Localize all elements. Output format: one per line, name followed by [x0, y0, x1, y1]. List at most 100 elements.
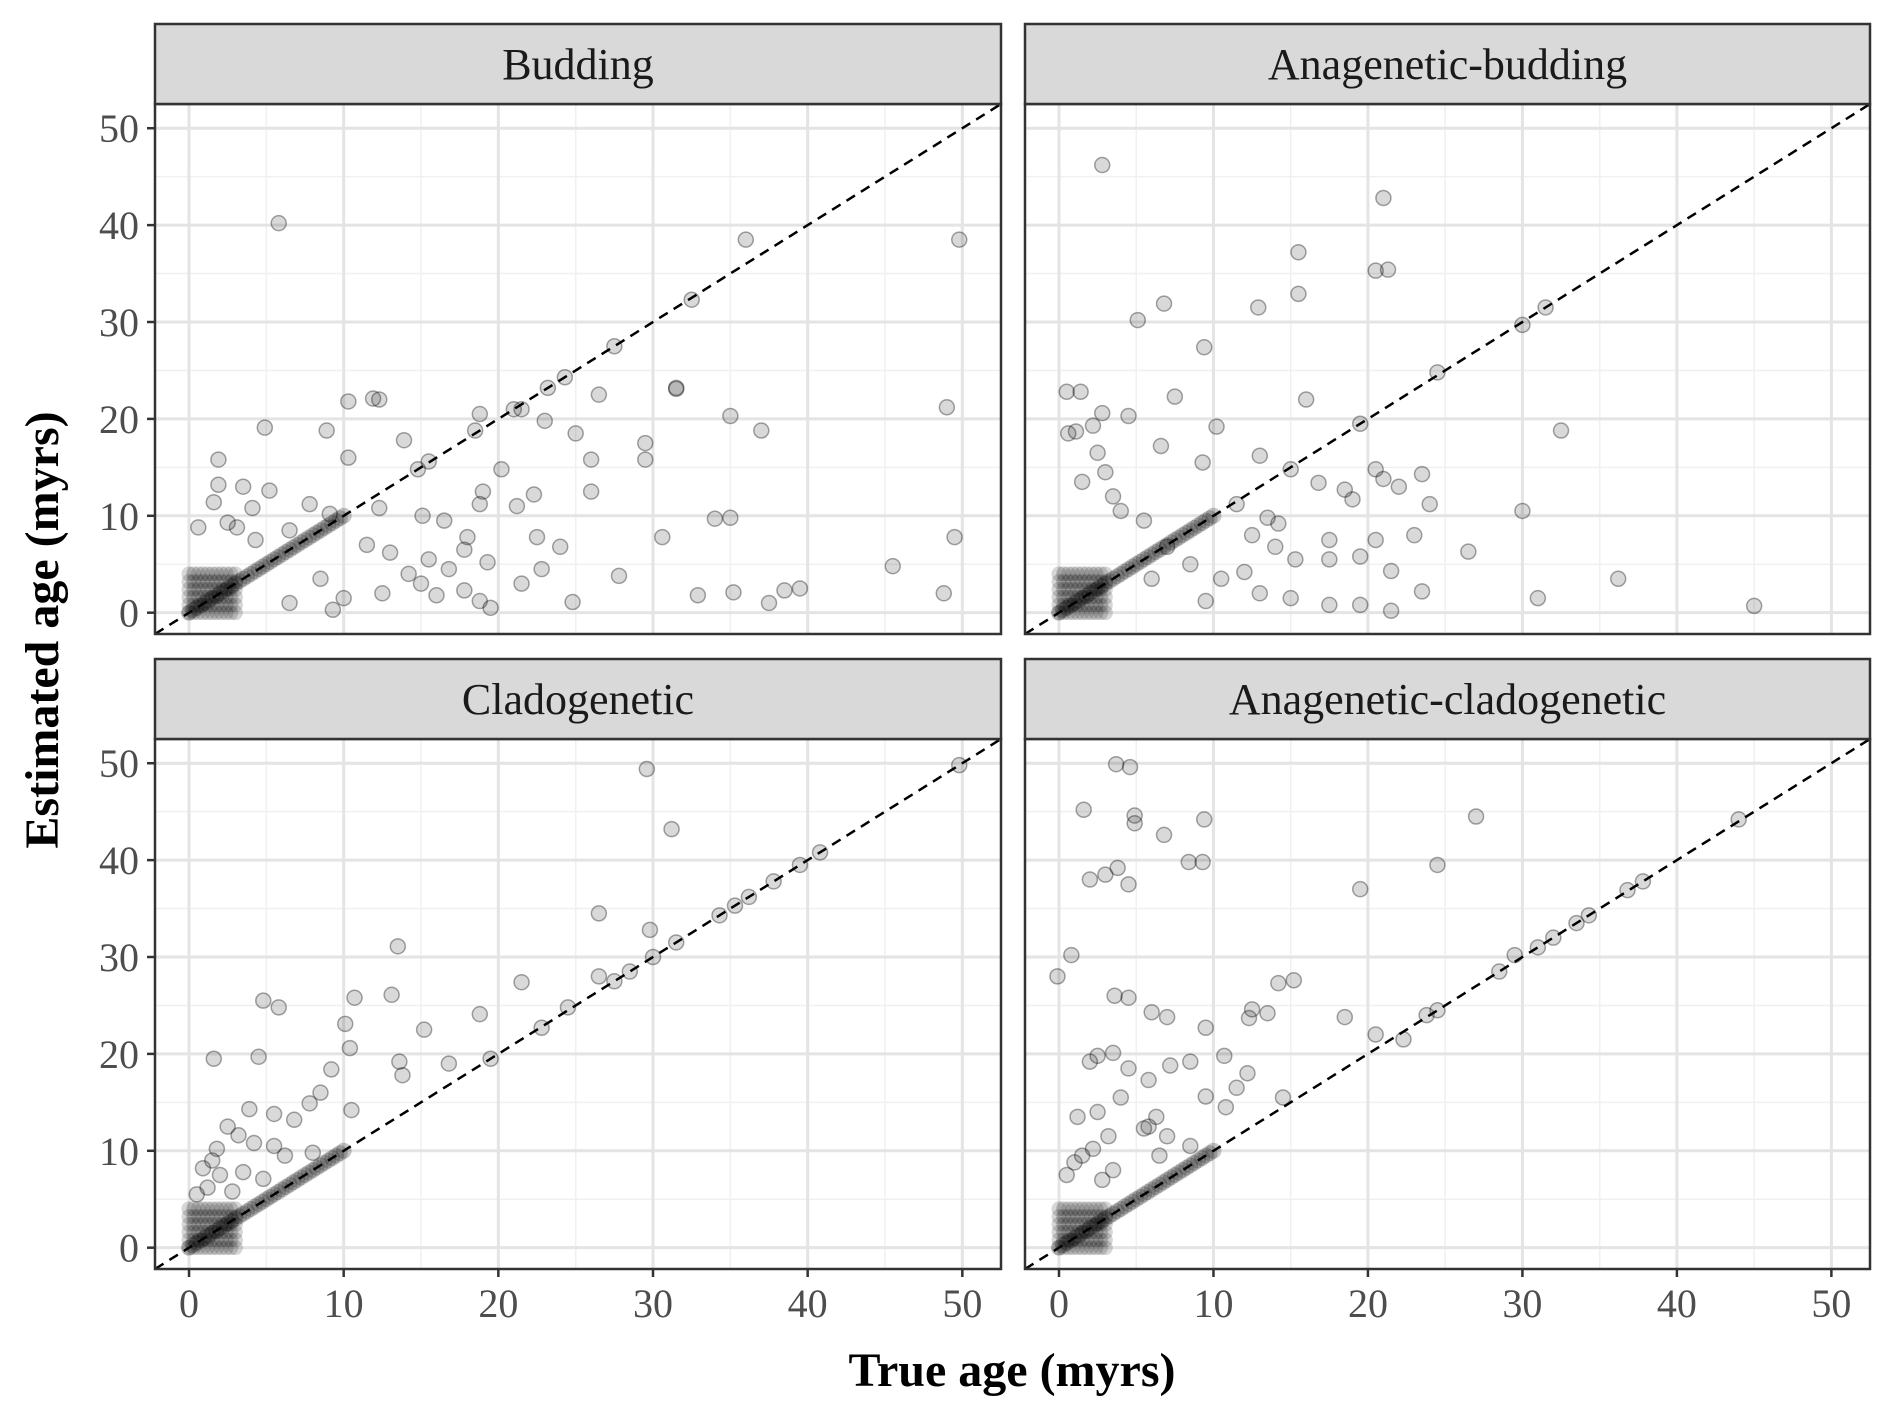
data-point: [1063, 946, 1080, 964]
x-tick-label: 30: [633, 1281, 673, 1326]
data-point: [223, 566, 239, 582]
data-point: [1074, 566, 1090, 582]
data-point: [1060, 1232, 1076, 1248]
data-point: [1367, 461, 1384, 478]
data-point: [1067, 423, 1085, 440]
data-point: [791, 580, 809, 597]
data-point: [1056, 1201, 1072, 1217]
data-point: [223, 589, 239, 605]
data-point: [186, 574, 202, 590]
data-point: [218, 1232, 234, 1248]
data-point: [1065, 1216, 1081, 1232]
data-point: [1174, 527, 1191, 544]
data-point: [1093, 404, 1111, 422]
data-point: [1745, 597, 1763, 615]
data-point: [181, 597, 197, 613]
data-point: [1506, 946, 1523, 964]
data-point: [1089, 1047, 1106, 1065]
data-point: [1074, 1201, 1090, 1217]
panel-budding: Budding 0 10 20 30 40 50: [99, 22, 1003, 636]
data-point: [582, 451, 600, 468]
data-point: [195, 1216, 211, 1232]
data-point: [301, 1095, 318, 1112]
data-point: [1088, 1224, 1104, 1240]
data-point: [1074, 1216, 1090, 1232]
data-point: [1084, 1140, 1102, 1158]
data-point: [255, 1170, 272, 1188]
y-tick-label: 50: [99, 106, 139, 151]
data-point: [1239, 1065, 1256, 1082]
data-point: [241, 1100, 258, 1118]
data-point: [1217, 1098, 1235, 1116]
data-point: [1140, 1071, 1157, 1089]
data-point: [459, 528, 476, 546]
data-point: [227, 1232, 243, 1248]
data-point: [1079, 574, 1095, 590]
data-point: [210, 451, 227, 468]
data-point: [760, 594, 778, 612]
data-point: [200, 592, 217, 609]
data-point: [1072, 383, 1089, 401]
data-point: [214, 1232, 230, 1248]
data-point: [244, 499, 261, 517]
data-point: [223, 605, 239, 621]
x-tick-label: 30: [1502, 1281, 1542, 1326]
data-point: [1093, 1171, 1111, 1189]
data-point: [1197, 592, 1214, 610]
data-point: [200, 589, 216, 605]
data-point: [1429, 364, 1446, 381]
data-point: [1070, 605, 1086, 621]
data-point: [200, 566, 216, 582]
data-point: [265, 1105, 283, 1123]
data-point: [1070, 1240, 1086, 1256]
data-point: [227, 597, 243, 613]
data-point: [230, 1127, 247, 1144]
data-point: [321, 505, 339, 523]
data-point: [227, 1201, 243, 1217]
data-point: [200, 605, 216, 621]
data-point: [606, 337, 623, 355]
data-point: [204, 590, 221, 607]
data-point: [246, 563, 263, 580]
data-point: [1051, 1224, 1067, 1240]
data-point: [1065, 566, 1081, 582]
data-point: [181, 1216, 197, 1232]
data-point: [200, 1227, 217, 1244]
data-point: [1379, 261, 1397, 278]
data-point: [200, 1209, 216, 1225]
data-point: [706, 510, 724, 527]
data-point: [1270, 515, 1287, 532]
data-point: [1267, 538, 1284, 556]
data-point: [1259, 509, 1276, 526]
data-point: [1413, 465, 1431, 483]
data-point: [1297, 391, 1315, 408]
data-point: [1083, 597, 1099, 613]
data-point: [209, 1201, 225, 1217]
panels-layer: Budding 0 10 20 30 40 50 Anagenetic-budding Clad…: [99, 22, 1872, 1326]
data-point: [255, 992, 272, 1009]
data-point: [323, 1061, 340, 1078]
data-point: [1140, 1118, 1157, 1135]
data-point: [1079, 605, 1095, 621]
data-point: [1116, 563, 1133, 580]
data-point: [641, 921, 659, 939]
data-point: [209, 566, 225, 582]
data-point: [1093, 597, 1109, 613]
data-point: [364, 390, 382, 407]
data-point: [1545, 929, 1562, 946]
data-point: [1413, 583, 1431, 600]
data-point: [1074, 581, 1090, 597]
data-point: [256, 419, 274, 436]
data-points: [190, 214, 968, 619]
data-point: [1148, 1108, 1165, 1126]
data-point: [218, 1240, 234, 1256]
data-point: [508, 497, 526, 515]
data-point: [946, 528, 963, 546]
data-point: [1182, 1053, 1199, 1070]
data-point: [1070, 589, 1086, 605]
data-point: [663, 820, 680, 838]
data-point: [214, 1216, 230, 1232]
data-point: [184, 602, 201, 619]
data-point: [262, 553, 279, 570]
data-point: [1081, 871, 1099, 888]
